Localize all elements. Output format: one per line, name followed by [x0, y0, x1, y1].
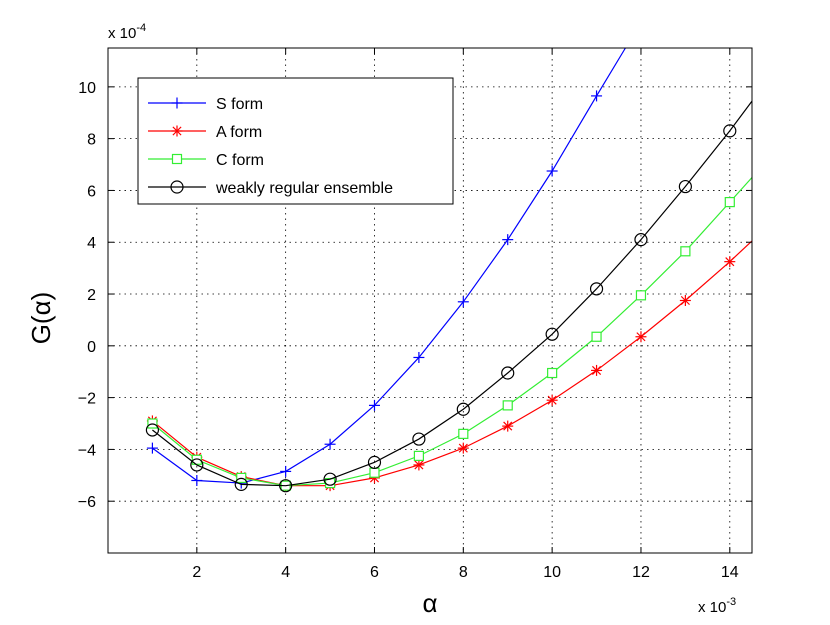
- legend-item: S form: [148, 96, 263, 113]
- x-tick-label: 8: [459, 564, 468, 581]
- marker-circle: [678, 179, 692, 194]
- series-layer: [145, 47, 753, 493]
- y-axis-label: G(α): [26, 292, 56, 345]
- y-tick-label: 10: [78, 80, 96, 97]
- marker-star: [457, 442, 469, 454]
- marker-square: [458, 428, 469, 439]
- x-tick-label: 2: [192, 564, 201, 581]
- marker-circle: [145, 423, 160, 437]
- marker-square: [635, 290, 647, 301]
- marker-circle: [170, 180, 184, 194]
- marker-circle: [723, 124, 737, 138]
- marker-star: [591, 364, 603, 376]
- marker-plus: [413, 351, 425, 363]
- marker-plus: [457, 296, 469, 308]
- y-tick-label: −6: [78, 494, 96, 511]
- marker-star: [502, 420, 514, 432]
- marker-square: [680, 246, 691, 257]
- marker-circle: [323, 472, 337, 486]
- y-tick-label: 6: [87, 183, 96, 200]
- marker-star: [635, 331, 647, 343]
- legend-label: C form: [216, 152, 264, 169]
- marker-circle: [190, 458, 204, 472]
- marker-square: [591, 331, 602, 342]
- marker-circle: [234, 477, 248, 491]
- marker-plus: [280, 465, 292, 477]
- y-tick-label: 0: [87, 339, 96, 356]
- y-tick-label: 8: [87, 132, 96, 149]
- series-line: [152, 47, 626, 484]
- legend-item: C form: [148, 152, 264, 169]
- marker-plus: [191, 474, 203, 486]
- marker-circle: [367, 455, 382, 469]
- marker-square: [171, 153, 183, 165]
- x-tick-label: 14: [721, 564, 739, 581]
- legend-label: weakly regular ensemble: [215, 180, 393, 197]
- marker-circle: [634, 233, 648, 247]
- x-tick-label: 12: [632, 564, 650, 581]
- marker-star: [724, 256, 736, 268]
- marker-plus: [368, 399, 380, 411]
- marker-star: [679, 295, 691, 306]
- marker-plus: [591, 90, 603, 102]
- marker-circle: [501, 366, 515, 380]
- legend: S form A form C form weakly regular ensembl…: [137, 77, 454, 205]
- marker-star: [171, 125, 183, 137]
- y-tick-label: −4: [78, 442, 96, 459]
- plot-frame: [107, 47, 753, 554]
- ticks: 2 4 6 8 10 12 14 −6 −4 −2 0 2 4 6 8 10: [78, 48, 752, 581]
- legend-item: A form: [148, 124, 262, 141]
- marker-square: [413, 450, 424, 461]
- legend-item: weakly regular ensemble: [148, 180, 393, 197]
- x-axis-label: α: [422, 588, 437, 618]
- series-3: [145, 100, 753, 493]
- marker-plus: [546, 165, 558, 177]
- marker-circle: [589, 282, 604, 296]
- marker-plus: [146, 442, 158, 454]
- y-axis-multiplier: x 10-4: [108, 22, 146, 42]
- marker-square: [547, 367, 558, 379]
- y-tick-label: 2: [87, 287, 96, 304]
- x-tick-label: 4: [281, 564, 290, 581]
- y-tick-label: −2: [78, 391, 96, 408]
- marker-star: [413, 459, 425, 471]
- x-tick-label: 10: [543, 564, 561, 581]
- marker-star: [546, 394, 558, 406]
- series-line: [152, 100, 753, 487]
- marker-circle: [412, 432, 426, 446]
- marker-circle: [545, 327, 559, 341]
- marker-square: [369, 467, 380, 478]
- marker-square: [724, 196, 735, 208]
- x-axis-multiplier: x 10-3: [698, 596, 736, 616]
- legend-label: A form: [216, 124, 262, 141]
- marker-circle: [456, 402, 470, 416]
- y-tick-label: 4: [87, 235, 96, 252]
- x-tick-label: 6: [370, 564, 379, 581]
- marker-plus: [324, 438, 336, 450]
- legend-label: S form: [216, 96, 263, 113]
- legend-box: [137, 77, 454, 205]
- marker-plus: [502, 234, 514, 246]
- marker-circle: [279, 479, 293, 493]
- marker-plus: [171, 97, 183, 109]
- marker-square: [502, 400, 513, 411]
